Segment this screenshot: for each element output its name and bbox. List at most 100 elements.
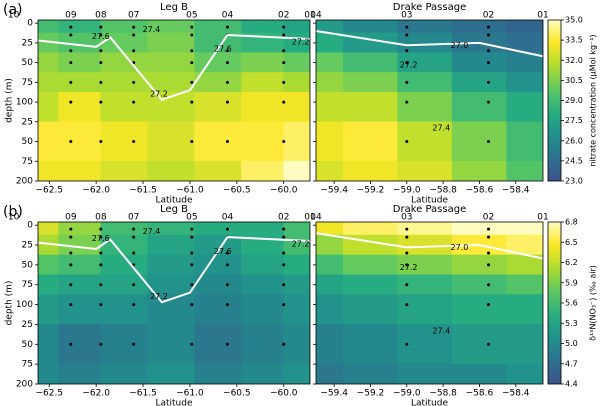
contour-cell: [241, 222, 285, 236]
sample-point: [132, 33, 136, 37]
contour-cell: [38, 160, 59, 181]
contour-label: 27.2: [400, 263, 418, 272]
sample-point: [69, 342, 73, 346]
contour-cell: [342, 294, 399, 325]
x-tick-label: −58.4: [502, 389, 530, 399]
contour-cell: [451, 160, 507, 181]
contour-cell: [241, 91, 285, 123]
contour-label: 27.4: [143, 25, 161, 34]
contour-cell: [147, 324, 195, 365]
contour-cell: [58, 121, 102, 162]
sample-point: [99, 283, 103, 287]
contour-cell: [283, 52, 310, 73]
x-tick-label: −58.4: [502, 186, 530, 196]
contour-cell: [194, 121, 242, 162]
x-tick-label: −62.0: [82, 186, 110, 196]
sample-point: [282, 49, 286, 53]
sample-point: [487, 303, 491, 307]
panel-title: Leg B: [160, 2, 188, 13]
sample-point: [405, 25, 409, 29]
contour-cell: [147, 32, 195, 54]
contour-cell: [241, 254, 285, 276]
contour-cell: [451, 254, 507, 276]
contour-cell: [194, 234, 242, 256]
contour-cell: [342, 254, 399, 276]
contour-cell: [451, 72, 507, 93]
colorbar-label: δ¹⁵N(NO₃⁻) (‰ air): [589, 265, 598, 341]
sample-point: [487, 49, 491, 53]
sample-point: [69, 251, 73, 255]
x-axis-label: Latitude: [411, 196, 449, 206]
contour-cell: [100, 20, 149, 34]
contour-cell: [451, 52, 507, 73]
x-axis-label: Latitude: [155, 399, 193, 406]
sample-point: [405, 80, 409, 84]
sample-point: [132, 283, 136, 287]
contour-cell: [38, 222, 59, 236]
colorbar-tick-label: 35.0: [565, 16, 583, 25]
contour-cell: [316, 222, 344, 236]
contour-cell: [38, 294, 59, 325]
contour-cell: [241, 324, 285, 365]
sample-point: [132, 251, 136, 255]
contour-cell: [283, 254, 310, 276]
y-tick-label: 100: [16, 98, 33, 108]
sample-point: [190, 140, 194, 144]
contour-cell: [38, 363, 59, 384]
sample-point: [99, 61, 103, 65]
plot-area: 27.0 27.2 27.4: [316, 20, 543, 181]
contour-cell: [506, 32, 543, 54]
contour-cell: [283, 294, 310, 325]
sample-point: [405, 251, 409, 255]
contour-cell: [58, 32, 102, 54]
contour-cell: [241, 363, 285, 384]
station-label: 09: [65, 11, 77, 21]
sample-point: [405, 49, 409, 53]
contour-label: 27.6: [214, 45, 232, 54]
contour-label: 27.2: [292, 240, 310, 249]
plot-area: 27.0 27.2 27.4: [316, 222, 543, 384]
sample-point: [405, 235, 409, 239]
mixed-layer-line: [316, 232, 543, 260]
contour-cell: [100, 324, 149, 365]
sample-point: [69, 140, 73, 144]
colorbar: [547, 221, 562, 385]
sample-point: [69, 303, 73, 307]
sample-point: [132, 140, 136, 144]
station-label: 08: [95, 11, 107, 21]
contour-label: 27.2: [292, 38, 310, 47]
sample-point: [190, 33, 194, 37]
x-tick-label: −61.0: [176, 389, 204, 399]
contour-cell: [316, 254, 344, 276]
sample-point: [69, 235, 73, 239]
contour-cell: [451, 222, 507, 236]
contour-cell: [397, 32, 453, 54]
station-label: 04: [222, 11, 234, 21]
station-label: 03: [401, 213, 412, 223]
contour-cell: [283, 91, 310, 123]
contour-cell: [506, 72, 543, 93]
y-tick-label: 0: [27, 221, 33, 231]
contour-cell: [451, 20, 507, 34]
contour-cell: [397, 294, 453, 325]
contour-label: 27.2: [400, 60, 418, 69]
sample-point: [190, 61, 194, 65]
x-tick-label: −59.2: [357, 389, 385, 399]
y-axis-label: depth (m): [5, 281, 15, 326]
x-tick-label: −62.5: [35, 186, 63, 196]
plot-area: 27.6 27.4 27.2 27.6 27.2: [38, 20, 310, 181]
contour-cell: [283, 121, 310, 162]
station-label: 01: [304, 213, 315, 223]
station-label: 03: [401, 11, 412, 21]
contour-cell: [506, 254, 543, 276]
axes-frame: [315, 19, 544, 182]
colorbar-tick-label: 24.5: [565, 156, 583, 165]
contour-label: 27.2: [150, 90, 168, 99]
station-label: 07: [128, 11, 139, 21]
sample-point: [487, 227, 491, 231]
x-tick-label: −59.0: [393, 389, 421, 399]
sample-point: [487, 61, 491, 65]
contour-cell: [38, 234, 59, 256]
contour-cell: [147, 20, 195, 34]
contour-cell: [506, 20, 543, 34]
